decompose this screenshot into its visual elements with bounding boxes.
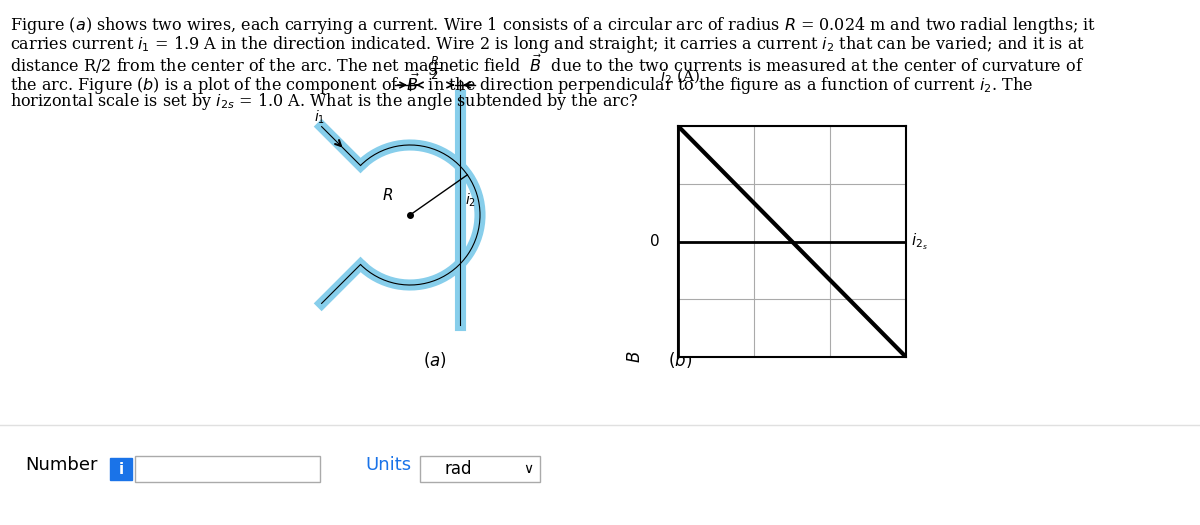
- Text: ∨: ∨: [523, 462, 533, 476]
- Text: the arc. Figure ($b$) is a plot of the component of  $\vec{B}$  in the direction: the arc. Figure ($b$) is a plot of the c…: [10, 72, 1033, 97]
- FancyBboxPatch shape: [420, 456, 540, 482]
- Text: $\frac{R}{2}$: $\frac{R}{2}$: [430, 55, 440, 82]
- Text: i: i: [119, 461, 124, 477]
- Text: $R$: $R$: [382, 187, 394, 203]
- Text: Units: Units: [365, 456, 412, 474]
- Text: $(b)$: $(b)$: [668, 350, 692, 370]
- Text: $i_{2_s}$: $i_{2_s}$: [911, 231, 928, 252]
- Text: Figure ($a$) shows two wires, each carrying a current. Wire 1 consists of a circ: Figure ($a$) shows two wires, each carry…: [10, 15, 1097, 36]
- FancyBboxPatch shape: [110, 458, 132, 480]
- Text: rad: rad: [445, 460, 473, 478]
- Text: $i_1$: $i_1$: [313, 109, 325, 126]
- Text: Number: Number: [25, 456, 97, 474]
- Text: $i_2$: $i_2$: [466, 192, 476, 209]
- Text: $i_2$ (A): $i_2$ (A): [660, 68, 700, 87]
- Text: 0: 0: [650, 234, 660, 249]
- FancyBboxPatch shape: [134, 456, 320, 482]
- Text: carries current $i_1$ = 1.9 A in the direction indicated. Wire 2 is long and str: carries current $i_1$ = 1.9 A in the dir…: [10, 34, 1085, 55]
- Text: $(a)$: $(a)$: [424, 350, 446, 370]
- Text: distance R/2 from the center of the arc. The net magnetic field  $\vec{B}$  due : distance R/2 from the center of the arc.…: [10, 53, 1084, 78]
- Text: $B$: $B$: [626, 351, 643, 363]
- Text: horizontal scale is set by $i_{2s}$ = 1.0 A. What is the angle subtended by the : horizontal scale is set by $i_{2s}$ = 1.…: [10, 91, 638, 112]
